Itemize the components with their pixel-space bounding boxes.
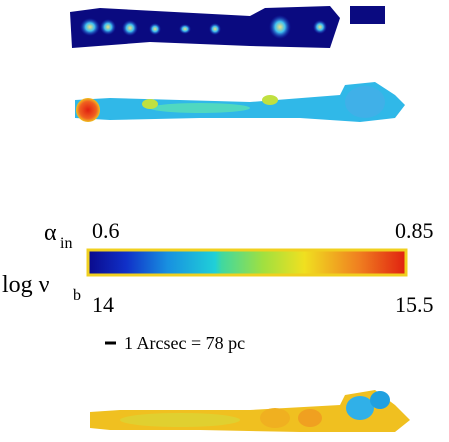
nu-min: 14 <box>92 292 114 317</box>
nu-symbol: log ν <box>2 272 50 298</box>
scale-bar: 1 Arcsec = 78 pc <box>105 333 245 353</box>
alpha-symbol: α <box>44 220 57 246</box>
nu-subscript: b <box>73 287 81 304</box>
alpha-min: 0.6 <box>92 218 120 243</box>
bottom-jet-map <box>90 390 410 432</box>
top-jet-map <box>70 6 385 48</box>
scale-label: 1 Arcsec = 78 pc <box>124 333 245 353</box>
colorbar: α in 0.6 0.85 log ν b 14 15.5 <box>2 218 434 317</box>
colorbar-gradient <box>86 248 408 277</box>
nu-max: 15.5 <box>395 292 434 317</box>
alpha-subscript: in <box>60 235 72 252</box>
alpha-max: 0.85 <box>395 218 434 243</box>
middle-jet-map <box>75 82 405 122</box>
